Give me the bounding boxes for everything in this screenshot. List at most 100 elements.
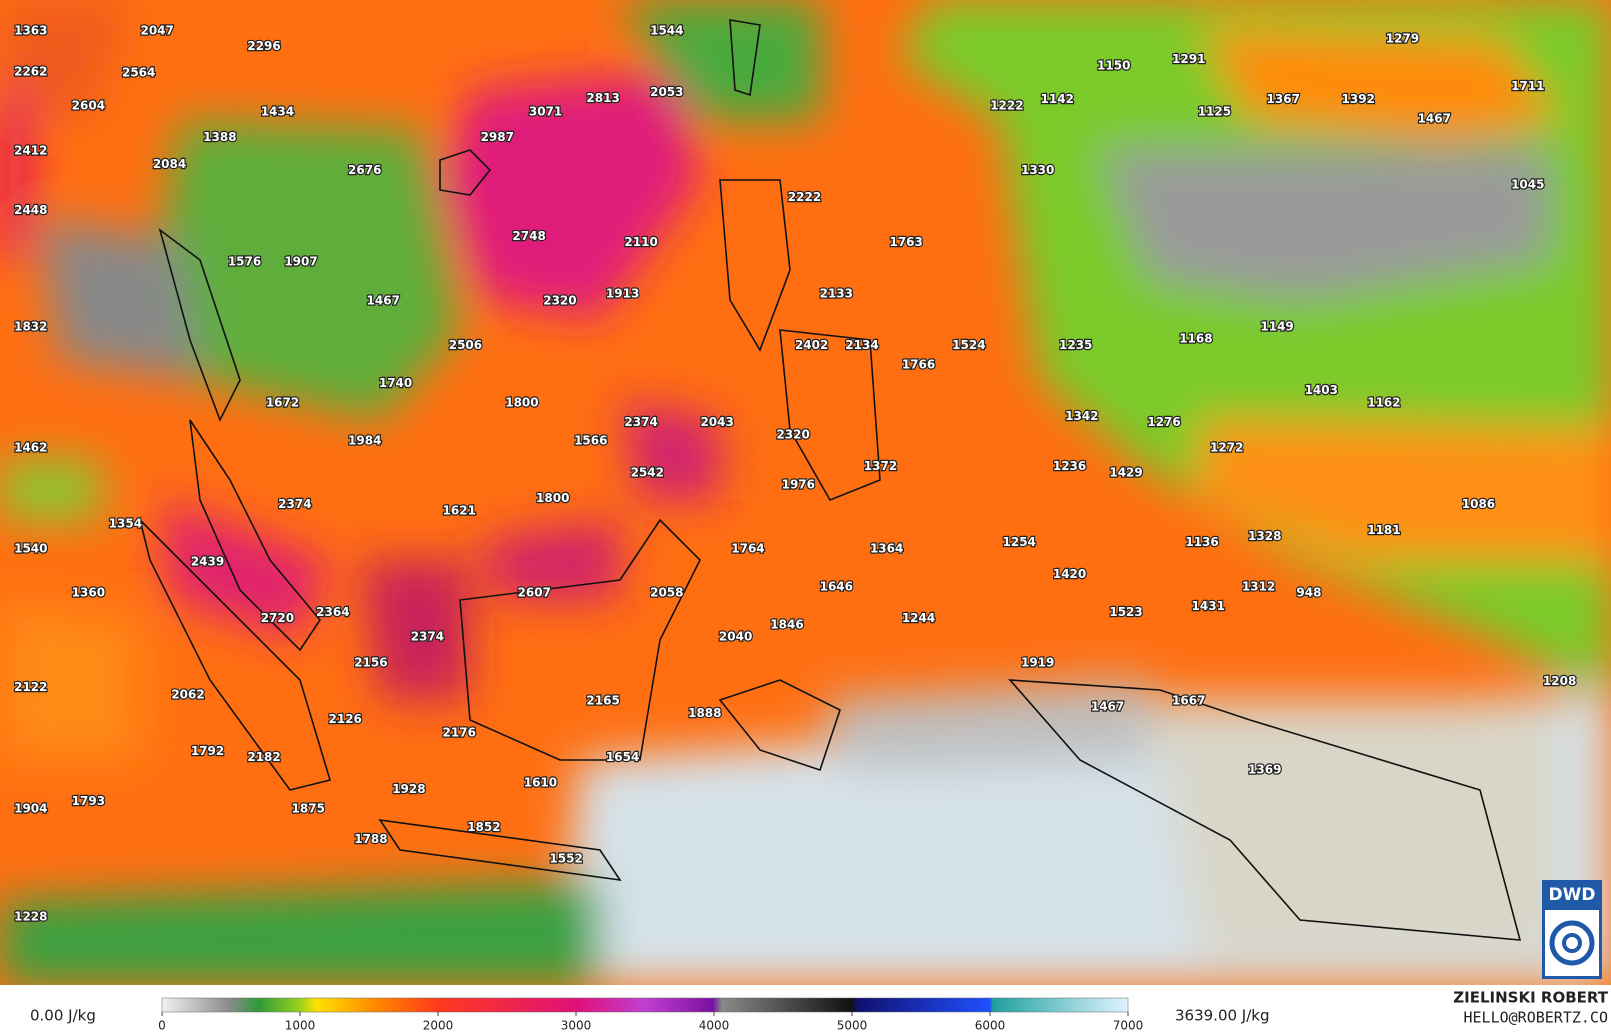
dwd-logo: DWD (1542, 880, 1602, 979)
cape-value-label: 1420 (1053, 567, 1086, 581)
logo-text: DWD (1549, 885, 1596, 905)
cape-value-label: 1360 (72, 586, 105, 600)
cape-value-label: 1766 (902, 357, 935, 371)
cape-value-label: 1244 (902, 611, 935, 625)
credit-email: HELLO@ROBERTZ.CO (1464, 1009, 1609, 1027)
cape-value-label: 1330 (1021, 163, 1054, 177)
cape-value-label: 1434 (261, 105, 294, 119)
cape-value-label: 2813 (586, 91, 619, 105)
cape-value-label: 1222 (990, 98, 1023, 112)
cape-value-label: 1792 (191, 744, 224, 758)
cape-value-label: 1524 (952, 338, 985, 352)
cape-value-label: 1566 (574, 433, 607, 447)
cape-value-label: 1354 (109, 517, 142, 531)
cape-value-label: 1904 (14, 801, 47, 815)
cape-value-label: 1523 (1109, 605, 1142, 619)
cape-value-label: 1467 (1091, 700, 1124, 714)
cape-value-label: 1667 (1172, 693, 1205, 707)
cape-value-label: 2040 (719, 630, 752, 644)
cape-value-label: 1208 (1543, 674, 1576, 688)
cape-value-label: 1610 (524, 776, 557, 790)
cape-value-label: 2748 (512, 229, 545, 243)
cape-value-label: 3071 (529, 105, 562, 119)
cape-value-label: 2564 (122, 65, 155, 79)
cape-value-label: 2126 (329, 712, 362, 726)
cape-value-label: 2402 (795, 338, 828, 352)
cape-value-label: 2374 (624, 415, 657, 429)
cape-value-label: 1045 (1511, 178, 1544, 192)
colorbar-tick-label: 7000 (1113, 1019, 1144, 1033)
cape-value-label: 2374 (278, 497, 311, 511)
cape-value-label: 2412 (14, 144, 47, 158)
cape-value-label: 1363 (14, 23, 47, 37)
colorbar-tick-label: 0 (158, 1019, 166, 1033)
colorbar-tick-label: 3000 (561, 1019, 592, 1033)
cape-value-label: 2084 (153, 157, 186, 171)
cape-value-label: 2133 (820, 286, 853, 300)
cape-value-label: 1342 (1065, 409, 1098, 423)
cape-value-label: 1364 (870, 541, 903, 555)
cape-value-label: 1086 (1462, 497, 1495, 511)
cape-value-label: 1369 (1248, 762, 1281, 776)
colorbar-max-label: 3639.00 J/kg (1175, 1007, 1269, 1025)
colorbar-min-label: 0.00 J/kg (30, 1007, 96, 1025)
cape-value-label: 2122 (14, 680, 47, 694)
cape-value-label: 2720 (261, 611, 294, 625)
cape-value-label: 2676 (348, 163, 381, 177)
cape-value-label: 1763 (889, 235, 922, 249)
cape-value-label: 1976 (782, 478, 815, 492)
cape-value-label: 2607 (518, 586, 551, 600)
cape-value-label: 1403 (1305, 383, 1338, 397)
cape-value-label: 2176 (443, 725, 476, 739)
cape-value-label: 1919 (1021, 655, 1054, 669)
cape-value-label: 1540 (14, 541, 47, 555)
cape-value-label: 1291 (1172, 52, 1205, 66)
cape-value-label: 1392 (1342, 92, 1375, 106)
cape-value-label: 1279 (1386, 32, 1419, 46)
colorbar-tick-label: 6000 (975, 1019, 1006, 1033)
cape-value-label: 1235 (1059, 338, 1092, 352)
cape-value-label: 1646 (820, 579, 853, 593)
cape-value-label: 1168 (1179, 332, 1212, 346)
cape-value-label: 1136 (1185, 535, 1218, 549)
cape-value-label: 948 (1296, 586, 1321, 600)
cape-value-label: 1907 (284, 255, 317, 269)
cape-value-label: 2165 (586, 693, 619, 707)
cape-value-label: 2364 (316, 605, 349, 619)
colorbar-tick-label: 2000 (423, 1019, 454, 1033)
cape-value-label: 2047 (140, 23, 173, 37)
cape-value-label: 2182 (247, 750, 280, 764)
cape-value-label: 2374 (411, 630, 444, 644)
cape-value-label: 2058 (650, 586, 683, 600)
cape-value-label: 2110 (624, 235, 657, 249)
cape-value-label: 1800 (536, 491, 569, 505)
cape-value-label: 1181 (1367, 523, 1400, 537)
cape-value-label: 1150 (1097, 58, 1130, 72)
cape-value-label: 1162 (1367, 395, 1400, 409)
cape-value-label: 2062 (171, 687, 204, 701)
cape-value-label: 1888 (688, 706, 721, 720)
cape-value-label: 1125 (1198, 105, 1231, 119)
cape-value-label: 2439 (191, 555, 224, 569)
cape-value-label: 1846 (770, 617, 803, 631)
cape-value-label: 1576 (228, 255, 261, 269)
credit-name: ZIELINSKI ROBERT (1453, 989, 1608, 1007)
cape-value-label: 1852 (467, 820, 500, 834)
cape-value-label: 1272 (1210, 441, 1243, 455)
cape-value-label: 1544 (650, 23, 683, 37)
colorbar-tick-label: 4000 (699, 1019, 730, 1033)
cape-value-label: 1621 (443, 503, 476, 517)
value-labels: 1363 2047 2296 1544 1279 2262 2564 1150 1291 1711… (13, 22, 1578, 924)
cape-value-label: 2156 (354, 655, 387, 669)
cape-value-label: 1367 (1267, 92, 1300, 106)
map-background (0, 0, 1611, 985)
cape-value-label: 1462 (14, 441, 47, 455)
cape-value-label: 2987 (481, 130, 514, 144)
cape-value-label: 1276 (1147, 415, 1180, 429)
cape-value-label: 1552 (549, 852, 582, 866)
cape-value-label: 2448 (14, 203, 47, 217)
cape-value-label: 1764 (731, 541, 764, 555)
cape-value-label: 1328 (1248, 529, 1281, 543)
cape-value-label: 2053 (650, 85, 683, 99)
